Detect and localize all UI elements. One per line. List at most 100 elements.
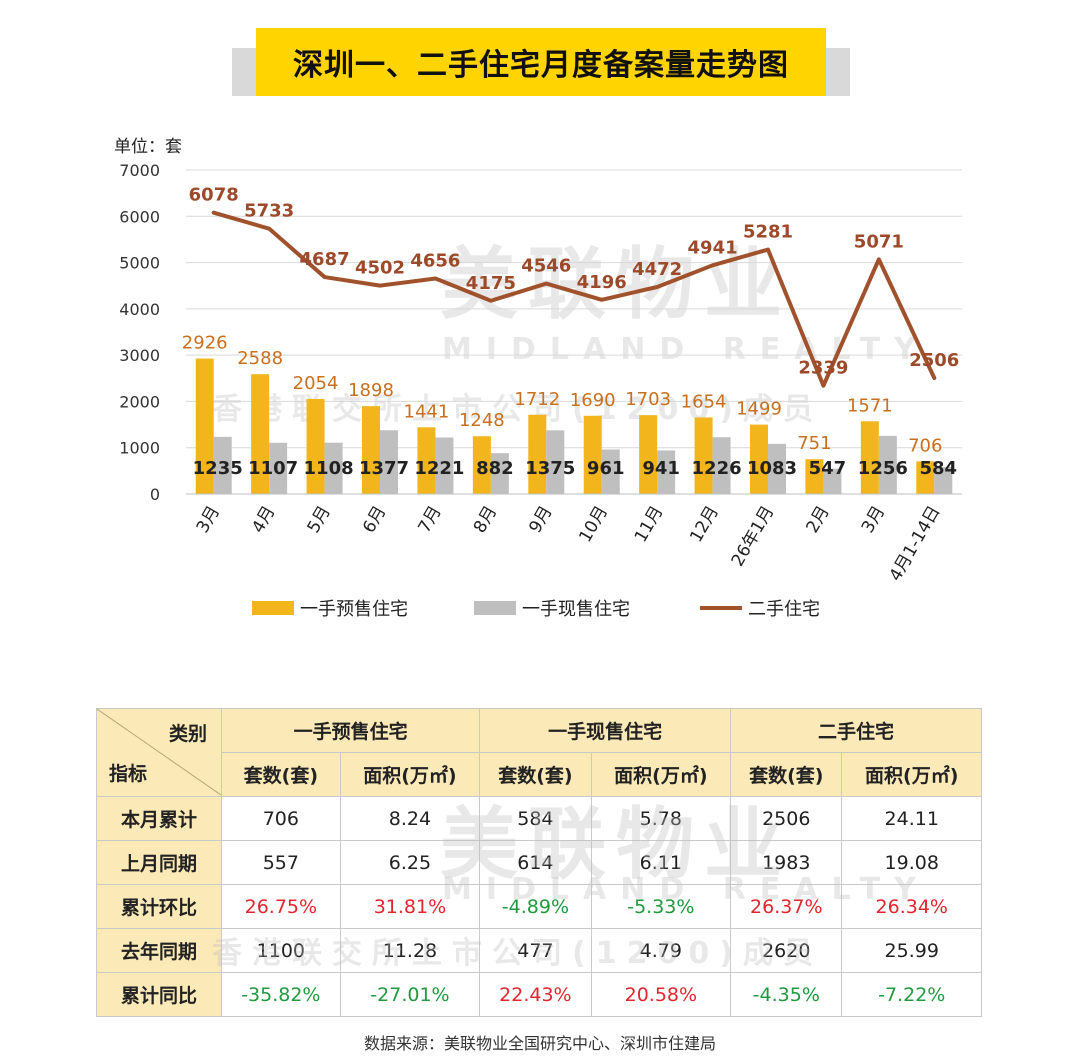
row-label: 本月累计 — [96, 796, 222, 841]
x-tick-label: 26年1月 — [728, 503, 779, 571]
bar-completed — [712, 437, 731, 494]
table-cell: 5.78 — [590, 796, 732, 841]
data-label-secondhand: 4941 — [688, 237, 738, 258]
legend-layer: 一手预售住宅 一手现售住宅 二手住宅 — [252, 599, 820, 620]
group-header-completed: 一手现售住宅 — [479, 708, 732, 753]
x-tick-label: 11月 — [631, 503, 668, 546]
data-label-secondhand: 2506 — [909, 350, 959, 371]
data-label-secondhand: 4502 — [355, 258, 405, 279]
x-tick-label: 6月 — [359, 503, 390, 537]
data-label-secondhand: 4546 — [521, 256, 571, 277]
table-cell: 26.34% — [841, 884, 982, 929]
table-cell: 8.24 — [339, 796, 481, 841]
table-cell: 19.08 — [841, 840, 982, 885]
data-label-completed: 547 — [809, 458, 847, 479]
data-label-secondhand: 2339 — [798, 358, 848, 379]
x-tick-label: 4月1-14日 — [886, 503, 945, 585]
bar-completed — [380, 430, 398, 494]
corner-category-label: 类别 — [168, 723, 207, 745]
bar-presale — [860, 421, 879, 494]
data-label-completed: 1083 — [747, 458, 797, 479]
bar-presale — [195, 358, 214, 494]
table-cell: 20.58% — [590, 972, 732, 1017]
table-corner-cell: 类别 指标 — [96, 708, 222, 797]
data-label-completed: 882 — [476, 458, 514, 479]
x-tick-label: 2月 — [803, 503, 834, 537]
line-layer — [211, 210, 937, 388]
y-tick-label: 5000 — [119, 254, 160, 273]
subheader-cell: 套数(套) — [479, 752, 592, 797]
y-tick-label: 6000 — [119, 207, 160, 226]
data-label-presale: 1571 — [847, 395, 893, 416]
y-tick-label: 0 — [150, 485, 160, 504]
bar-completed — [213, 436, 232, 494]
data-label-completed: 1221 — [414, 458, 464, 479]
line-secondhand — [211, 210, 937, 388]
data-label-secondhand: 4687 — [300, 249, 350, 270]
table-cell: 584 — [479, 796, 592, 841]
data-label-completed: 1256 — [858, 458, 908, 479]
table-cell: -7.22% — [841, 972, 982, 1017]
table-row: 本月累计 706 8.24 584 5.78 2506 24.11 — [96, 796, 982, 841]
bar-presale — [694, 417, 713, 494]
bar-layer — [195, 358, 953, 494]
y-tick-label: 4000 — [119, 300, 160, 319]
data-label-completed: 961 — [587, 458, 625, 479]
bar-presale — [251, 374, 270, 494]
data-label-completed: 1108 — [304, 458, 354, 479]
data-label-completed: 1377 — [359, 458, 409, 479]
table-row: 累计同比 -35.82% -27.01% 22.43% 20.58% -4.35… — [96, 972, 982, 1017]
x-tick-label: 9月 — [525, 503, 556, 537]
corner-indicator-label: 指标 — [109, 763, 148, 785]
data-label-presale: 1499 — [736, 399, 782, 420]
table-row: 上月同期 557 6.25 614 6.11 1983 19.08 — [96, 840, 982, 885]
bar-completed — [269, 442, 288, 494]
bar-completed — [601, 449, 620, 494]
x-tick-label: 4月 — [248, 503, 279, 537]
data-label-presale: 2588 — [237, 348, 283, 369]
legend-label: 一手预售住宅 — [300, 599, 408, 620]
bar-completed — [768, 443, 786, 494]
x-tick-label: 8月 — [470, 503, 501, 537]
bar-presale — [916, 461, 935, 494]
bar-completed — [657, 450, 676, 494]
subheader-cell: 套数(套) — [730, 752, 843, 797]
y-tick-label: 1000 — [119, 439, 160, 458]
row-label: 去年同期 — [96, 928, 222, 973]
table-cell: 31.81% — [339, 884, 481, 929]
bar-presale — [472, 436, 491, 494]
group-header-presale: 一手预售住宅 — [220, 708, 481, 753]
x-tick-label: 10月 — [575, 503, 612, 546]
row-label: 累计环比 — [96, 884, 222, 929]
bar-completed — [324, 442, 343, 494]
table-cell: 25.99 — [841, 928, 982, 973]
bar-presale — [362, 406, 380, 494]
table-cell: -5.33% — [590, 884, 732, 929]
legend-swatch — [474, 601, 516, 615]
data-label-secondhand: 5071 — [854, 231, 904, 252]
bar-presale — [750, 424, 768, 494]
legend-label: 一手现售住宅 — [522, 599, 630, 620]
table-cell: 11.28 — [339, 928, 481, 973]
x-tick-label: 3月 — [858, 503, 889, 537]
table-row: 累计环比 26.75% 31.81% -4.89% -5.33% 26.37% … — [96, 884, 982, 929]
data-label-presale: 1441 — [404, 401, 450, 422]
bar-completed — [878, 435, 897, 494]
table-cell: 1100 — [221, 928, 341, 973]
subheader-cell: 面积(万㎡) — [339, 752, 481, 797]
data-label-completed: 1235 — [193, 458, 243, 479]
row-label: 上月同期 — [96, 840, 222, 885]
x-tick-label: 12月 — [686, 503, 723, 546]
table-cell: 26.37% — [730, 884, 843, 929]
table-cell: 2506 — [730, 796, 843, 841]
bar-completed — [435, 437, 454, 494]
data-label-presale: 1654 — [681, 391, 727, 412]
data-label-secondhand: 4175 — [466, 273, 516, 294]
table-row: 去年同期 1100 11.28 477 4.79 2620 25.99 — [96, 928, 982, 973]
label-layer: 2926 1235 6078 2588 1107 5733 2054 1108 4687 1898… — [182, 185, 960, 479]
bar-presale — [639, 415, 658, 494]
bar-presale — [417, 427, 436, 494]
x-tick-label: 3月 — [193, 503, 224, 537]
row-label: 累计同比 — [96, 972, 222, 1017]
stats-table: 类别 指标 一手预售住宅 一手现售住宅 二手住宅 套数(套) 面积(万㎡) 套数… — [96, 708, 982, 1017]
